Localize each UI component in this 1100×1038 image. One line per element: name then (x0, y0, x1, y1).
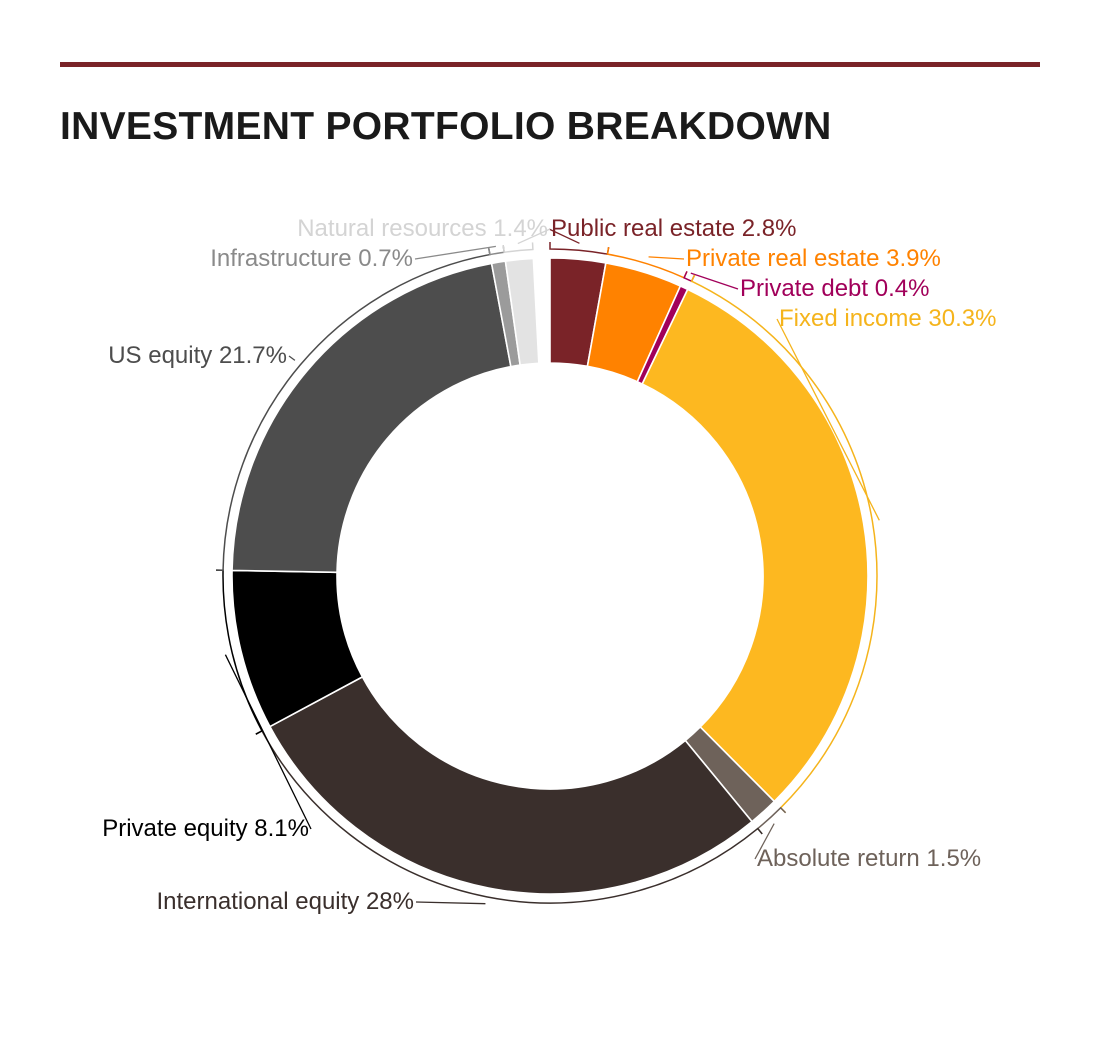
slice-natural-resources (504, 257, 540, 366)
label-private-equity: Private equity 8.1% (102, 815, 309, 842)
leader-natural-resources (517, 228, 551, 245)
label-private-debt: Private debt 0.4% (740, 275, 929, 302)
bracket-natural-resources (502, 242, 534, 254)
bracket-public-real-estate (549, 242, 610, 255)
leader-private-real-estate (648, 256, 685, 260)
leader-absolute-return (754, 823, 775, 860)
bracket-private-equity (216, 569, 264, 735)
leader-infrastructure (414, 245, 496, 260)
label-fixed-income: Fixed income 30.3% (779, 305, 996, 332)
slice-us-equity (231, 262, 512, 574)
label-public-real-estate: Public real estate 2.8% (551, 215, 796, 242)
leader-private-debt (690, 272, 739, 290)
label-us-equity: US equity 21.7% (108, 342, 287, 369)
leader-fixed-income (776, 318, 880, 521)
label-international-equity: International equity 28% (156, 888, 414, 915)
label-private-real-estate: Private real estate 3.9% (686, 245, 941, 272)
bracket-fixed-income (690, 274, 878, 814)
label-absolute-return: Absolute return 1.5% (757, 845, 981, 872)
slice-fixed-income (641, 288, 869, 803)
leader-us-equity (288, 355, 296, 361)
slice-international-equity (269, 676, 753, 895)
leader-international-equity (415, 901, 486, 905)
leader-private-equity (224, 654, 312, 830)
bracket-us-equity (216, 247, 491, 572)
page-title: INVESTMENT PORTFOLIO BREAKDOWN (60, 105, 832, 148)
title-rule (60, 62, 1040, 67)
label-infrastructure: Infrastructure 0.7% (210, 245, 413, 272)
bracket-international-equity (255, 729, 763, 904)
label-natural-resources: Natural resources 1.4% (297, 215, 548, 242)
leader-public-real-estate (548, 228, 580, 244)
